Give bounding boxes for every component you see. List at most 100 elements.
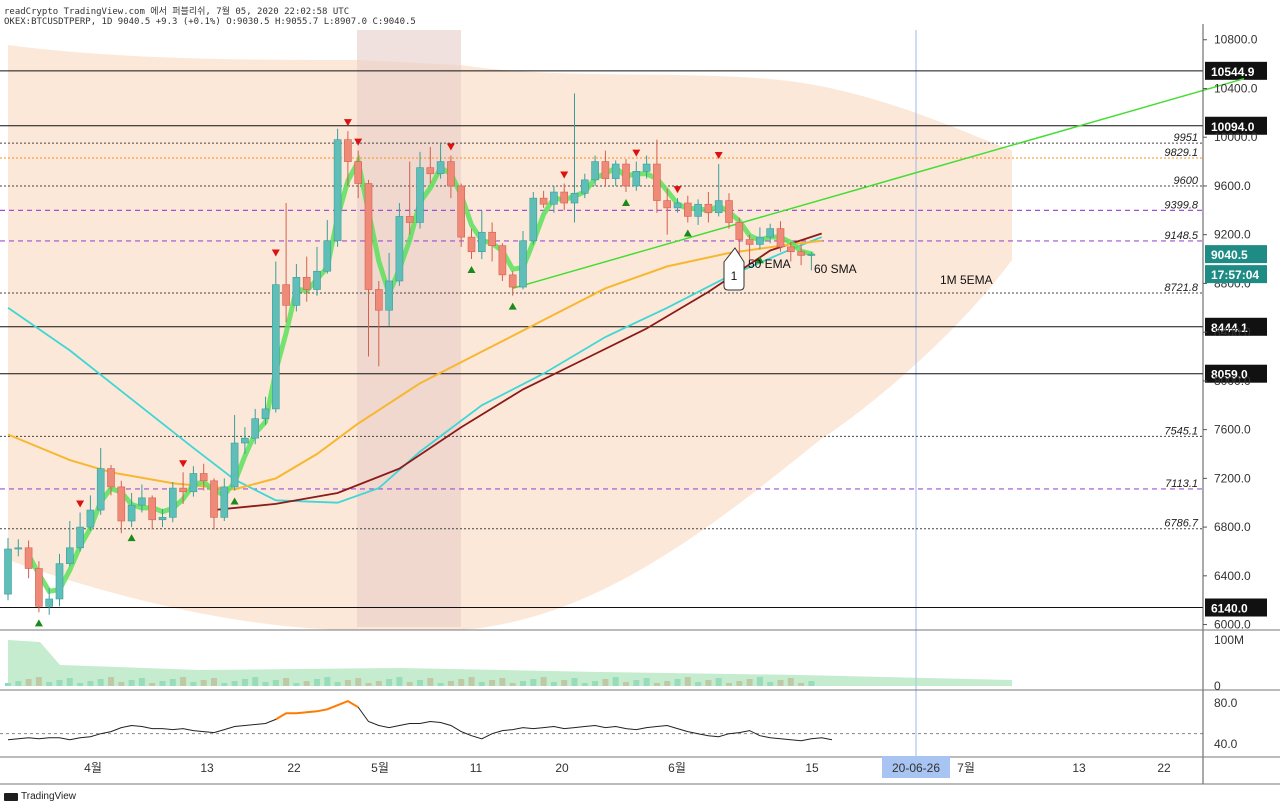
level-tag — [1205, 364, 1267, 383]
candle-body — [344, 139, 352, 162]
x-tick-label: 22 — [1157, 761, 1171, 775]
candle-body — [24, 547, 33, 569]
level-label: 9399.8 — [1164, 199, 1199, 211]
x-tick-label: 4월 — [84, 761, 102, 775]
candle-body — [333, 139, 342, 242]
candle-body — [230, 442, 239, 488]
candle-body — [35, 568, 43, 607]
level-tag-label: 8059.0 — [1211, 368, 1248, 382]
candle-body — [735, 222, 744, 240]
highlight-zone — [357, 30, 461, 627]
candle-body — [66, 547, 74, 564]
sell-signal-icon — [179, 460, 188, 468]
candle-body — [148, 497, 156, 521]
level-tag-label: 10094.0 — [1211, 120, 1255, 134]
candle-body — [55, 563, 64, 600]
buy-signal-icon — [230, 497, 239, 505]
volume-pane — [5, 640, 1012, 686]
candle-body — [622, 163, 630, 187]
candle-body — [354, 161, 363, 184]
sell-signal-icon — [343, 119, 352, 127]
level-label: 9148.5 — [1164, 230, 1199, 242]
buy-signal-icon — [508, 302, 517, 310]
candle-body — [405, 216, 414, 223]
y-tick-label: 10400.0 — [1214, 81, 1258, 95]
candle-body — [4, 548, 12, 595]
x-tick-label: 15 — [805, 761, 819, 775]
x-tick-label: 13 — [200, 761, 214, 775]
y-tick-label: 7200.0 — [1214, 471, 1251, 485]
annotations: 50 EMA 60 SMA 1M 5EMA 1 — [723, 247, 993, 291]
horizontal-levels: 9951 9829.1 9600 9399.8 9148.5 8721.8 7545.1 71… — [0, 61, 1267, 617]
tradingview-logo[interactable]: TradingView — [4, 791, 76, 802]
level-label: 9600 — [1174, 175, 1199, 187]
candle-body — [508, 274, 517, 288]
rsi-pane — [0, 699, 1203, 742]
candle-body — [292, 277, 301, 306]
candle-body — [416, 167, 424, 223]
ohlc-values: O:9030.5 H:9055.7 L:8907.0 C:9040.5 — [226, 17, 416, 27]
candle-body — [313, 270, 321, 290]
candle-body — [477, 231, 486, 253]
candle-body — [14, 547, 23, 550]
candle-body — [756, 236, 764, 245]
candle-body — [364, 183, 373, 290]
cyan-line — [7, 236, 823, 504]
x-tick-label: 22 — [287, 761, 301, 775]
y-tick-label: 6400.0 — [1214, 569, 1251, 583]
volume-axis-label: 100M — [1214, 633, 1244, 647]
candle-body — [529, 197, 538, 242]
volume-ma-area — [8, 640, 1012, 686]
candle-body — [704, 203, 713, 214]
sell-signal-icon — [560, 171, 569, 179]
candle-body — [560, 191, 569, 204]
y-tick-label: 6000.0 — [1214, 618, 1251, 632]
y-tick-label: 6800.0 — [1214, 520, 1251, 534]
x-tick-label: 7월 — [957, 761, 975, 775]
sell-signal-icon — [76, 500, 85, 508]
last-price: 9040.5 — [117, 17, 151, 27]
logo-text: TradingView — [21, 791, 77, 802]
symbol-name: OKEX:BTCUSDTPERP, 1D — [4, 17, 113, 27]
candle-body — [96, 468, 105, 511]
candle-body — [210, 480, 218, 518]
rsi-axis-label: 80.0 — [1214, 696, 1238, 710]
x-tick-label: 5월 — [371, 761, 389, 775]
trend-line — [512, 77, 1245, 290]
signal-markers — [34, 119, 764, 627]
candle-body — [86, 509, 95, 528]
symbol-header: OKEX:BTCUSDTPERP, 1D 9040.5 +9.3 (+0.1%)… — [4, 17, 416, 27]
candle-body — [241, 437, 249, 444]
buy-signal-icon — [467, 266, 476, 274]
candle-body — [45, 598, 54, 607]
sell-signal-icon — [673, 186, 682, 194]
x-tick-label: 6월 — [668, 761, 686, 775]
callout-number: 1 — [731, 269, 738, 283]
buy-signal-icon — [622, 199, 630, 207]
candle-body — [611, 163, 620, 179]
candle-body — [488, 231, 496, 246]
candlesticks — [4, 93, 816, 615]
level-tag-label: 8444.1 — [1211, 321, 1248, 335]
level-tag-label: 10544.9 — [1211, 65, 1255, 79]
y-tick-label: 8400.0 — [1214, 325, 1251, 339]
candle-body — [374, 289, 383, 311]
ema50-line — [7, 239, 822, 491]
price-change: +9.3 (+0.1%) — [155, 17, 221, 27]
candle-body — [550, 191, 558, 205]
candle-body — [498, 245, 507, 276]
rsi-overbought-line — [275, 699, 359, 721]
candle-body — [745, 239, 754, 245]
candle-body — [632, 171, 641, 187]
monthly-ema-annotation: 1M 5EMA — [940, 273, 993, 287]
level-tag — [1205, 598, 1267, 617]
level-label: 8721.8 — [1164, 282, 1199, 294]
x-tick-label: 11 — [470, 761, 483, 775]
candle-body — [189, 473, 198, 493]
tradingview-mark-icon — [4, 792, 18, 801]
crosshair-date-box — [882, 756, 950, 778]
candle-body — [179, 487, 187, 493]
candle-body — [776, 228, 785, 248]
candle-body — [797, 251, 805, 256]
